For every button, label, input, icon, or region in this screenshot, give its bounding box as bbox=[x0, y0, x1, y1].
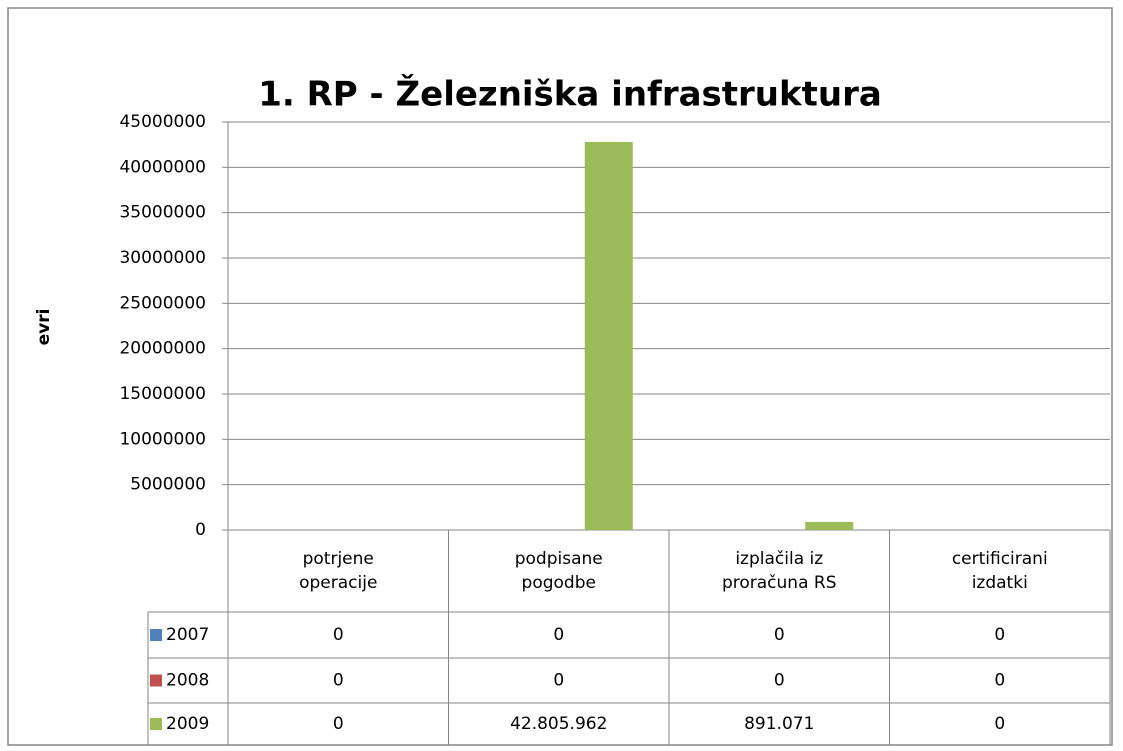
table-value: 0 bbox=[553, 625, 564, 645]
y-tick-label: 40000000 bbox=[119, 157, 206, 177]
table-value: 891.071 bbox=[744, 714, 814, 734]
y-tick-label: 20000000 bbox=[119, 339, 206, 359]
legend-label: 2009 bbox=[166, 714, 209, 734]
bar bbox=[584, 141, 633, 530]
y-tick-label: 45000000 bbox=[119, 112, 206, 132]
chart-frame bbox=[7, 7, 1113, 746]
chart-title: 1. RP - Železniška infrastruktura bbox=[258, 74, 882, 115]
category-label: certificirani izdatki bbox=[952, 549, 1048, 593]
y-tick-label: 5000000 bbox=[130, 475, 206, 495]
y-tick-label: 35000000 bbox=[119, 203, 206, 223]
y-tick-label: 30000000 bbox=[119, 248, 206, 268]
category-label: potrjene operacije bbox=[299, 549, 377, 593]
category-label: izplačila iz proračuna RS bbox=[722, 549, 837, 593]
y-tick-label: 0 bbox=[195, 520, 206, 540]
table-value: 0 bbox=[774, 625, 785, 645]
legend-label: 2008 bbox=[166, 671, 209, 691]
legend-swatch bbox=[150, 629, 162, 641]
y-axis-title: evri bbox=[34, 309, 54, 346]
table-value: 0 bbox=[333, 625, 344, 645]
category-label: podpisane pogodbe bbox=[515, 549, 603, 593]
table-value: 0 bbox=[994, 671, 1005, 691]
y-tick-label: 10000000 bbox=[119, 429, 206, 449]
bar bbox=[805, 521, 854, 530]
y-tick-label: 15000000 bbox=[119, 384, 206, 404]
legend-swatch bbox=[150, 718, 162, 730]
table-value: 0 bbox=[553, 671, 564, 691]
table-value: 0 bbox=[333, 671, 344, 691]
legend-swatch bbox=[150, 674, 162, 687]
legend-label: 2007 bbox=[166, 625, 209, 645]
y-tick-label: 25000000 bbox=[119, 293, 206, 313]
table-value: 0 bbox=[333, 714, 344, 734]
table-value: 0 bbox=[994, 625, 1005, 645]
table-value: 0 bbox=[774, 671, 785, 691]
table-value: 42.805.962 bbox=[510, 714, 607, 734]
table-value: 0 bbox=[994, 714, 1005, 734]
